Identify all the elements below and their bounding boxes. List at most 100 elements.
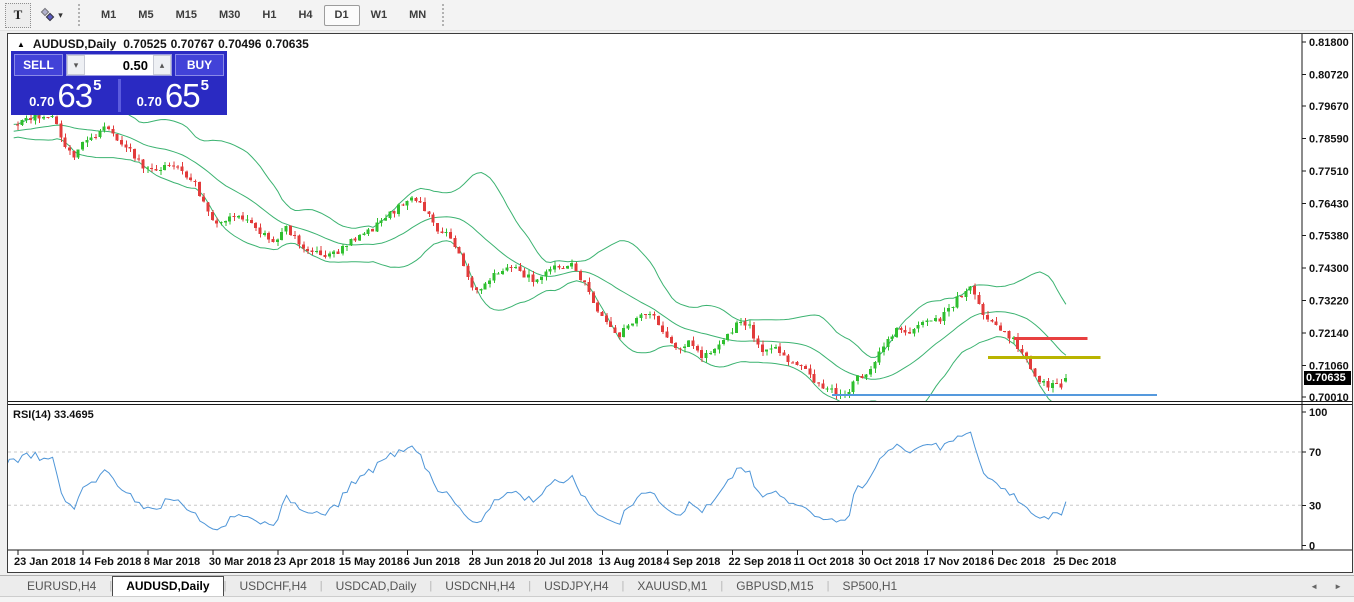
timeframe-button-w1[interactable]: W1 [370,8,388,21]
timeframe-buttons: M1 M5 M15 M30 H1 H4 D1 W1 MN [90,4,437,26]
tab-separator: | [319,580,323,592]
sell-button[interactable]: SELL [14,54,63,76]
chevron-down-icon[interactable]: ▾ [58,9,63,20]
bollinger-middle-line [13,124,1067,380]
chart-tab-eurusd-h4[interactable]: EURUSD,H4 [27,579,97,593]
timeframe-button-m15[interactable]: M15 [175,8,197,21]
styles-palette-button[interactable]: ▾ [33,4,71,27]
chart-tab-usdcad-daily[interactable]: USDCAD,Daily [335,579,417,593]
time-tick-label: 14 Feb 2018 [79,556,141,568]
chart-tab-audusd-daily[interactable]: AUDUSD,Daily [112,575,224,597]
volume-increase-button[interactable]: ▴ [153,55,171,75]
rsi-tick-label: 30 [1309,500,1321,512]
price-tick-label: 0.77510 [1309,166,1349,178]
tab-separator: | [720,580,724,592]
timeframe-button-m1[interactable]: M1 [101,8,117,21]
rsi-tick-label: 100 [1309,407,1327,419]
price-tick-label: 0.74300 [1309,263,1349,275]
rsi-line [8,431,1067,531]
tab-scroll-right-icon[interactable]: ► [1334,581,1342,591]
time-tick-label: 20 Jul 2018 [534,556,593,568]
buy-button[interactable]: BUY [175,54,224,76]
price-tick-label: 0.80720 [1309,70,1349,82]
rsi-indicator-label: RSI(14) 33.4695 [13,409,94,421]
time-tick-label: 15 May 2018 [339,556,403,568]
bollinger-lower-line [13,136,1052,401]
chart-tab-usdcnh-h4[interactable]: USDCNH,H4 [445,579,516,593]
chart-tab-gbpusd-m15[interactable]: GBPUSD,M15 [736,579,814,593]
sell-price-pip: 5 [93,77,102,94]
price-tick-label: 0.78590 [1309,134,1349,146]
toolbar: T ▾ M1 M5 M15 M30 H1 H4 D1 W1 MN [0,0,1354,31]
tab-separator: | [528,580,532,592]
time-tick-label: 13 Aug 2018 [599,556,663,568]
price-tick-label: 0.71060 [1309,360,1349,372]
tab-separator: | [223,580,227,592]
buy-price[interactable]: 0.70 65 5 [122,77,225,114]
volume-decrease-button[interactable]: ▾ [67,55,85,75]
time-tick-label: 22 Sep 2018 [728,556,791,568]
toolbar-separator [78,4,83,26]
time-tick-label: 6 Jun 2018 [404,556,460,568]
price-tick-label: 0.72140 [1309,328,1349,340]
rsi-panel [8,431,1302,531]
sell-price-big: 63 [57,77,93,114]
buy-price-pip: 5 [200,77,209,94]
price-divider [117,79,121,112]
timeframe-button-m30[interactable]: M30 [218,8,241,21]
sell-price-prefix: 0.70 [29,94,55,109]
volume-input[interactable]: 0.50 [85,55,153,75]
rsi-tick-label: 70 [1309,447,1321,459]
ohlc-close: 0.70635 [265,37,309,51]
ohlc-open: 0.70525 [123,37,167,51]
diamond-front-icon [45,12,55,22]
ohlc-low: 0.70496 [218,37,262,51]
chart-canvas[interactable]: 0.81800 0.80720 0.79670 0.78590 0.77510 0.764… [8,34,1352,572]
tab-separator: | [621,580,625,592]
buy-price-big: 65 [164,77,201,114]
timeframe-button-h4[interactable]: H4 [298,8,313,21]
bollinger-upper-line [13,102,1067,358]
ohlc-high: 0.70767 [170,37,215,51]
price-tick-label: 0.75380 [1309,230,1349,242]
timeframe-button-mn[interactable]: MN [409,8,427,21]
candles-layer [16,110,1067,400]
time-tick-label: 28 Jun 2018 [469,556,531,568]
collapse-panel-icon[interactable]: ▲ [17,39,25,49]
time-tick-label: 11 Oct 2018 [793,556,854,568]
chart-tab-sp500-h1[interactable]: SP500,H1 [842,579,898,593]
chart-tab-usdchf-h4[interactable]: USDCHF,H4 [239,579,307,593]
one-click-trading-panel: SELL ▾ 0.50 ▴ BUY 0.70 63 5 0.70 65 [11,51,227,115]
text-tool-button[interactable]: T [5,2,31,28]
rsi-tick-label: 0 [1309,540,1315,552]
time-tick-label: 30 Mar 2018 [209,556,271,568]
time-tick-label: 6 Dec 2018 [988,556,1045,568]
chart-tab-xauusd-m1[interactable]: XAUUSD,M1 [637,579,708,593]
chart-tab-usdjpy-h4[interactable]: USDJPY,H4 [544,579,609,593]
tab-scroll-left-icon[interactable]: ◄ [1310,581,1319,591]
chart-window: 0.81800 0.80720 0.79670 0.78590 0.77510 0.764… [7,33,1353,573]
tab-separator: | [429,580,433,592]
current-price-tag: 0.70635 [1304,371,1351,385]
time-tick-label: 23 Apr 2018 [274,556,335,568]
time-tick-label: 4 Sep 2018 [664,556,721,568]
tab-separator: | [109,580,113,592]
timeframe-button-h1[interactable]: H1 [262,8,277,21]
bottom-strip [0,596,1354,602]
price-tick-label: 0.79670 [1309,101,1349,113]
chart-frame [8,34,1352,555]
up-arrow-icon: ▴ [159,59,165,70]
price-tick-label: 0.76430 [1309,199,1349,211]
time-tick-label: 30 Oct 2018 [858,556,919,568]
timeframe-button-d1[interactable]: D1 [323,4,360,26]
timeframe-button-m5[interactable]: M5 [138,8,154,21]
chart-header: ▲ AUDUSD,Daily 0.70525 0.70767 0.70496 0… [17,37,309,51]
chart-symbol-label: AUDUSD,Daily [32,37,117,51]
time-tick-label: 8 Mar 2018 [144,556,200,568]
diamonds-icon [40,7,55,22]
tab-separator: | [826,580,830,592]
time-tick-label: 23 Jan 2018 [14,556,76,568]
sell-price[interactable]: 0.70 63 5 [14,77,117,114]
chart-tabs: EURUSD,H4 | AUDUSD,Daily | USDCHF,H4 | USDCAD,… [0,575,1354,597]
price-tick-label: 0.73220 [1309,295,1349,307]
